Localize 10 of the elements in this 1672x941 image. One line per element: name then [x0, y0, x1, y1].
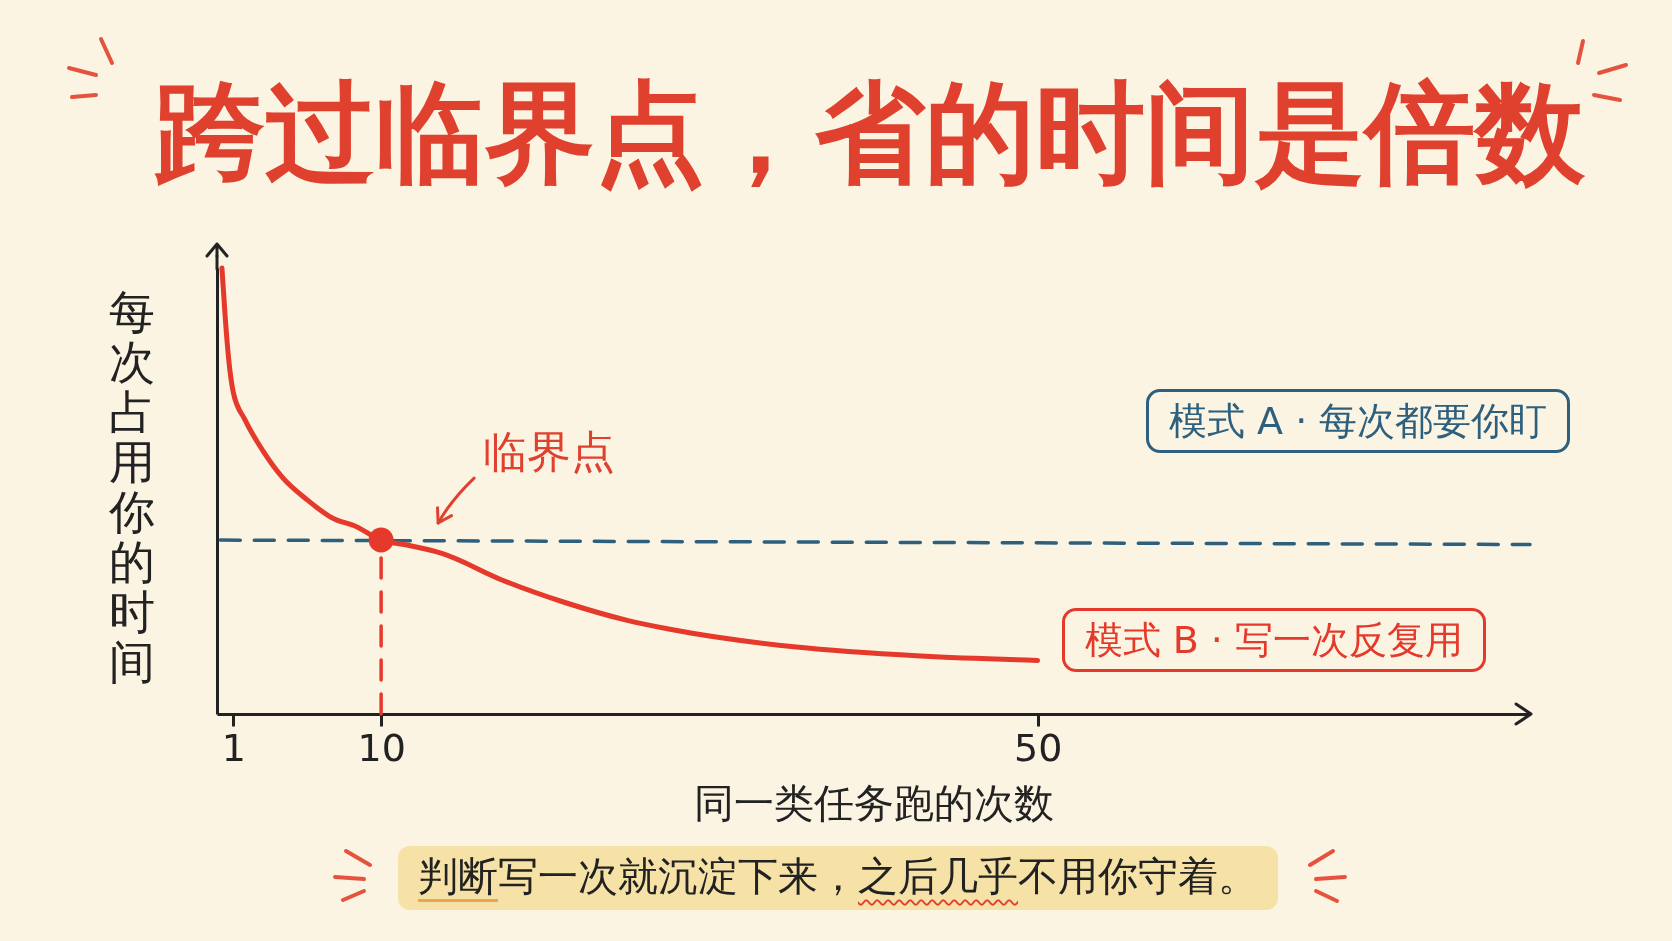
x-tick-label: 1	[221, 725, 247, 770]
chart-title: 跨过临界点，省的时间是倍数	[154, 68, 1586, 199]
x-axis-title: 同一类任务跑的次数	[694, 779, 1054, 826]
x-tick-label: 50	[1013, 725, 1063, 770]
text: 模式 A · 每次都要你盯	[1146, 388, 1571, 453]
series-label: 模式 B · 写一次反复用	[1061, 608, 1487, 673]
annotation: 临界点	[483, 426, 616, 478]
x-tick-label: 10	[357, 725, 406, 770]
y-axis-title: 每次占用你的时间	[107, 284, 155, 689]
text: 判断写一次就沉淀下来，之后几乎不用你守着。	[398, 846, 1278, 910]
